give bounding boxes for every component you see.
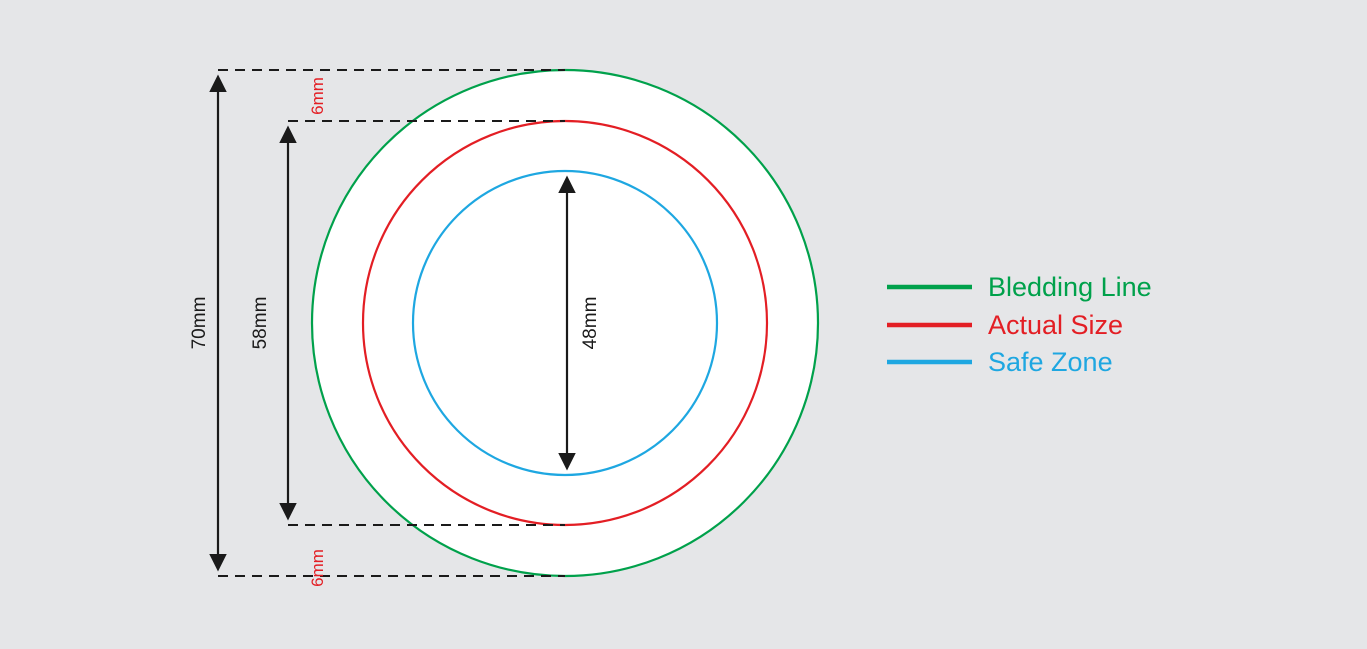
legend-label-safe: Safe Zone <box>988 347 1113 377</box>
outer-dimension-label: 70mm <box>189 297 210 350</box>
middle-dimension-label: 58mm <box>250 297 271 350</box>
legend-item-bleed: Bledding Line <box>887 272 1152 302</box>
safe-zone-circle <box>411 169 719 477</box>
legend: Bledding Line Actual Size Safe Zone <box>887 272 1152 377</box>
legend-label-bleed: Bledding Line <box>988 272 1152 302</box>
bottom-gap-label: 6mm <box>308 549 327 587</box>
legend-label-actual: Actual Size <box>988 310 1123 340</box>
inner-dimension-label: 48mm <box>580 297 601 350</box>
legend-item-safe: Safe Zone <box>887 347 1113 377</box>
legend-item-actual: Actual Size <box>887 310 1123 340</box>
bleed-circle <box>310 68 820 578</box>
top-gap-label: 6mm <box>308 77 327 115</box>
